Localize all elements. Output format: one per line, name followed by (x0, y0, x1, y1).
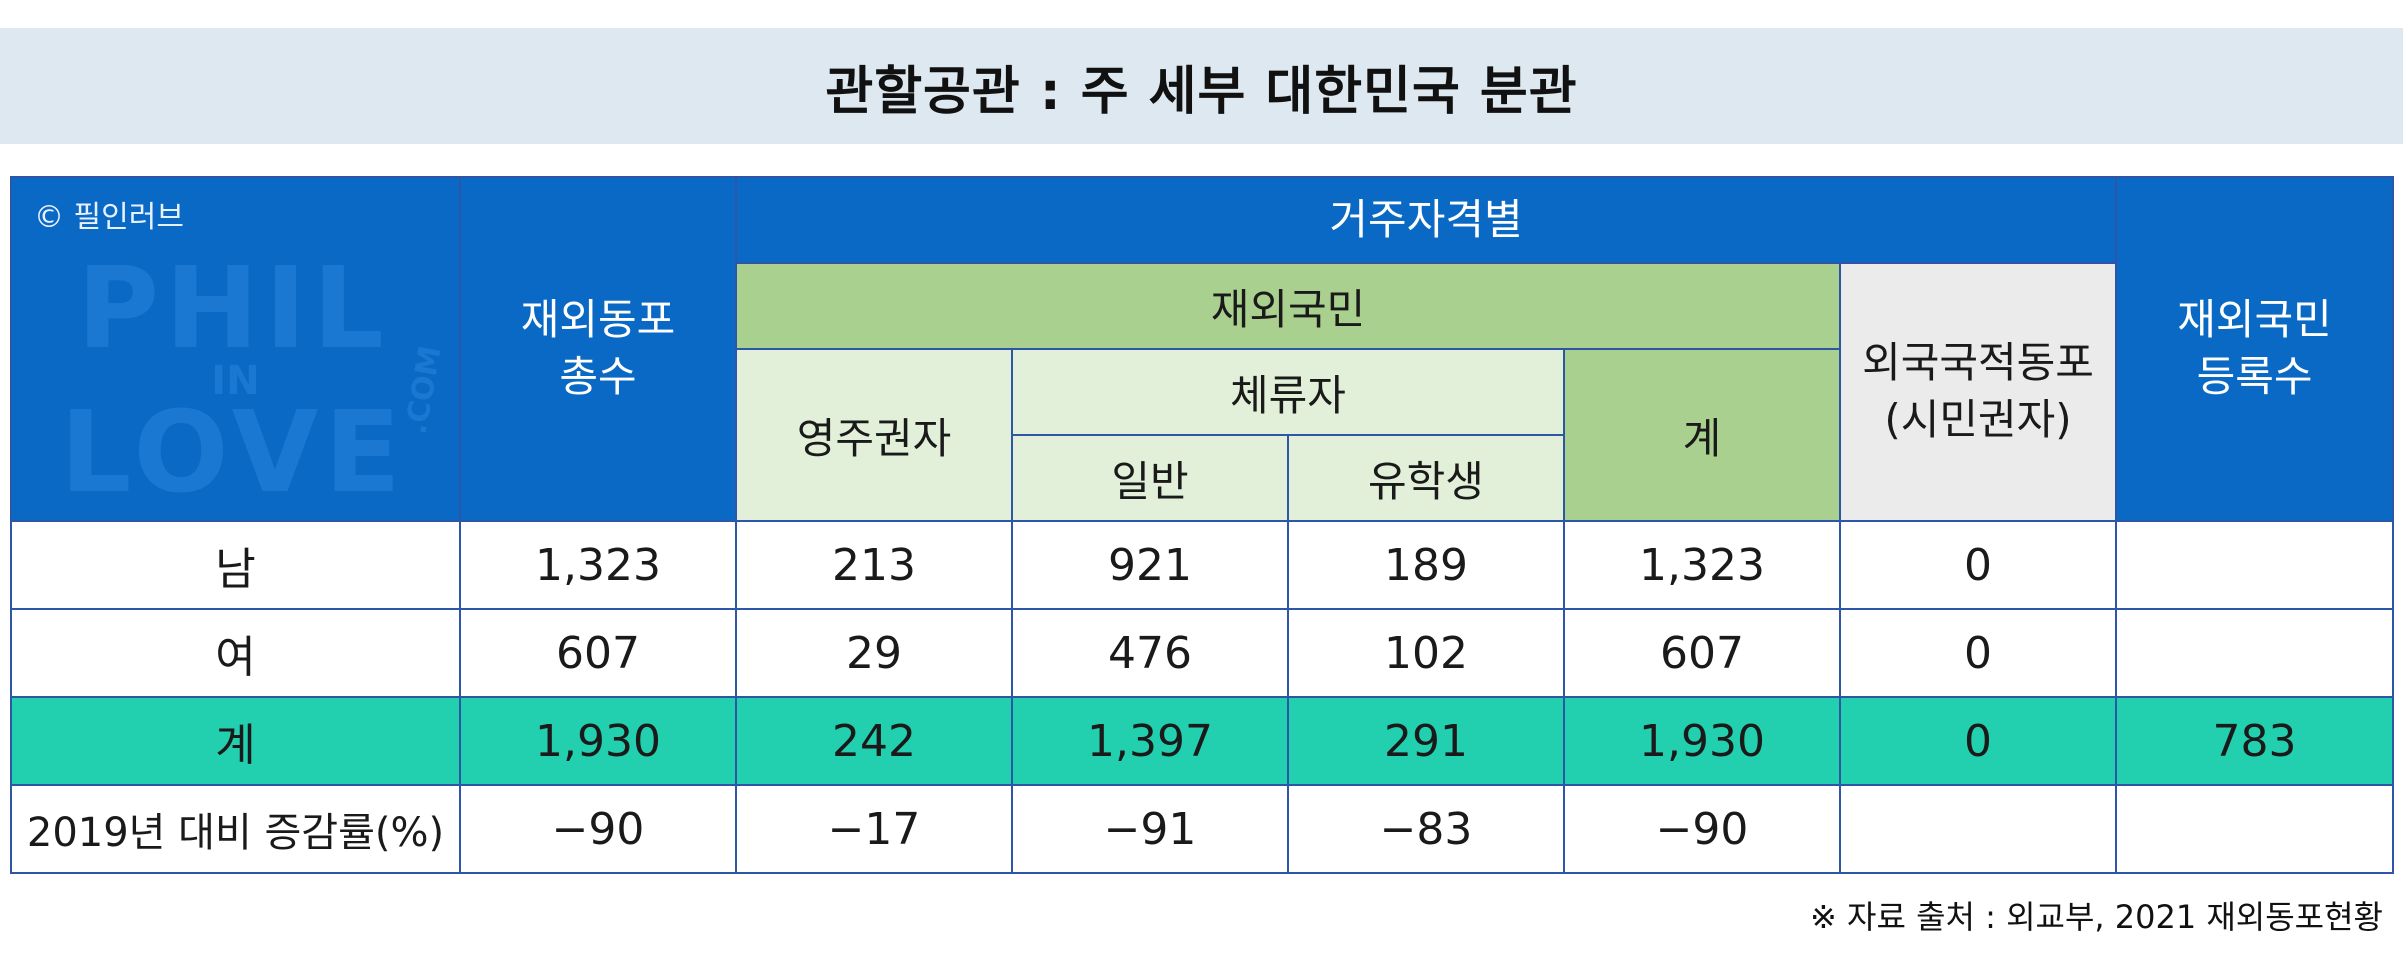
cell-subtotal: −90 (1563, 784, 1841, 874)
cell-general: 476 (1011, 608, 1289, 698)
cell-foreign: 0 (1838, 608, 2118, 698)
row-label: 여 (10, 608, 461, 698)
row-label: 남 (10, 520, 461, 610)
cell-registered (2115, 608, 2395, 698)
header-permanent: 영주권자 (735, 348, 1013, 522)
cell-total: 607 (459, 608, 737, 698)
cell-registered: 783 (2115, 696, 2395, 786)
header-general: 일반 (1011, 434, 1289, 522)
cell-foreign: 0 (1838, 696, 2118, 786)
table-row-change-rate: 2019년 대비 증감률(%) −90 −17 −91 −83 −90 (10, 784, 2395, 874)
watermark-logo: PHIL IN LOVE .COM (60, 244, 449, 519)
header-subtotal: 계 (1563, 348, 1841, 522)
title-bar: 관할공관 : 주 세부 대한민국 분관 (0, 28, 2403, 144)
cell-student: 291 (1287, 696, 1565, 786)
header-residence: 거주자격별 (734, 176, 2118, 264)
cell-subtotal: 1,930 (1563, 696, 1841, 786)
cell-foreign: 0 (1838, 520, 2118, 610)
table-row-male: 남 1,323 213 921 189 1,323 0 (10, 520, 2395, 610)
header-registered: 재외국민 등록수 (2115, 176, 2395, 522)
cell-permanent: 213 (735, 520, 1013, 610)
source-note: ※ 자료 출처 : 외교부, 2021 재외동포현황 (1810, 898, 2383, 936)
cell-foreign (1838, 784, 2118, 874)
cell-student: 189 (1287, 520, 1565, 610)
cell-general: −91 (1011, 784, 1289, 874)
cell-total: 1,323 (459, 520, 737, 610)
cell-registered (2115, 784, 2395, 874)
cell-subtotal: 607 (1563, 608, 1841, 698)
statistics-table: © 필인러브 PHIL IN LOVE .COM 재외동포 총수 거주자격별 재외… (10, 176, 2395, 874)
header-sojourner: 체류자 (1011, 348, 1565, 436)
cell-total: −90 (459, 784, 737, 874)
cell-permanent: 29 (735, 608, 1013, 698)
cell-permanent: −17 (735, 784, 1013, 874)
cell-total: 1,930 (459, 696, 737, 786)
cell-registered (2115, 520, 2395, 610)
cell-permanent: 242 (735, 696, 1013, 786)
table-row-total: 계 1,930 242 1,397 291 1,930 0 783 (10, 696, 2395, 786)
copyright-label: © 필인러브 (34, 200, 184, 235)
header-total: 재외동포 총수 (459, 176, 737, 522)
page-title: 관할공관 : 주 세부 대한민국 분관 (825, 61, 1578, 122)
cell-subtotal: 1,323 (1563, 520, 1841, 610)
table-row-female: 여 607 29 476 102 607 0 (10, 608, 2395, 698)
header-overseas-koreans: 재외국민 (735, 262, 1841, 350)
row-label: 2019년 대비 증감률(%) (10, 784, 461, 874)
cell-student: −83 (1287, 784, 1565, 874)
cell-student: 102 (1287, 608, 1565, 698)
corner-cell: © 필인러브 PHIL IN LOVE .COM (10, 176, 461, 522)
cell-general: 921 (1011, 520, 1289, 610)
header-foreign: 외국국적동포 (시민권자) (1838, 262, 2118, 522)
row-label: 계 (10, 696, 461, 786)
cell-general: 1,397 (1011, 696, 1289, 786)
header-student: 유학생 (1287, 434, 1565, 522)
